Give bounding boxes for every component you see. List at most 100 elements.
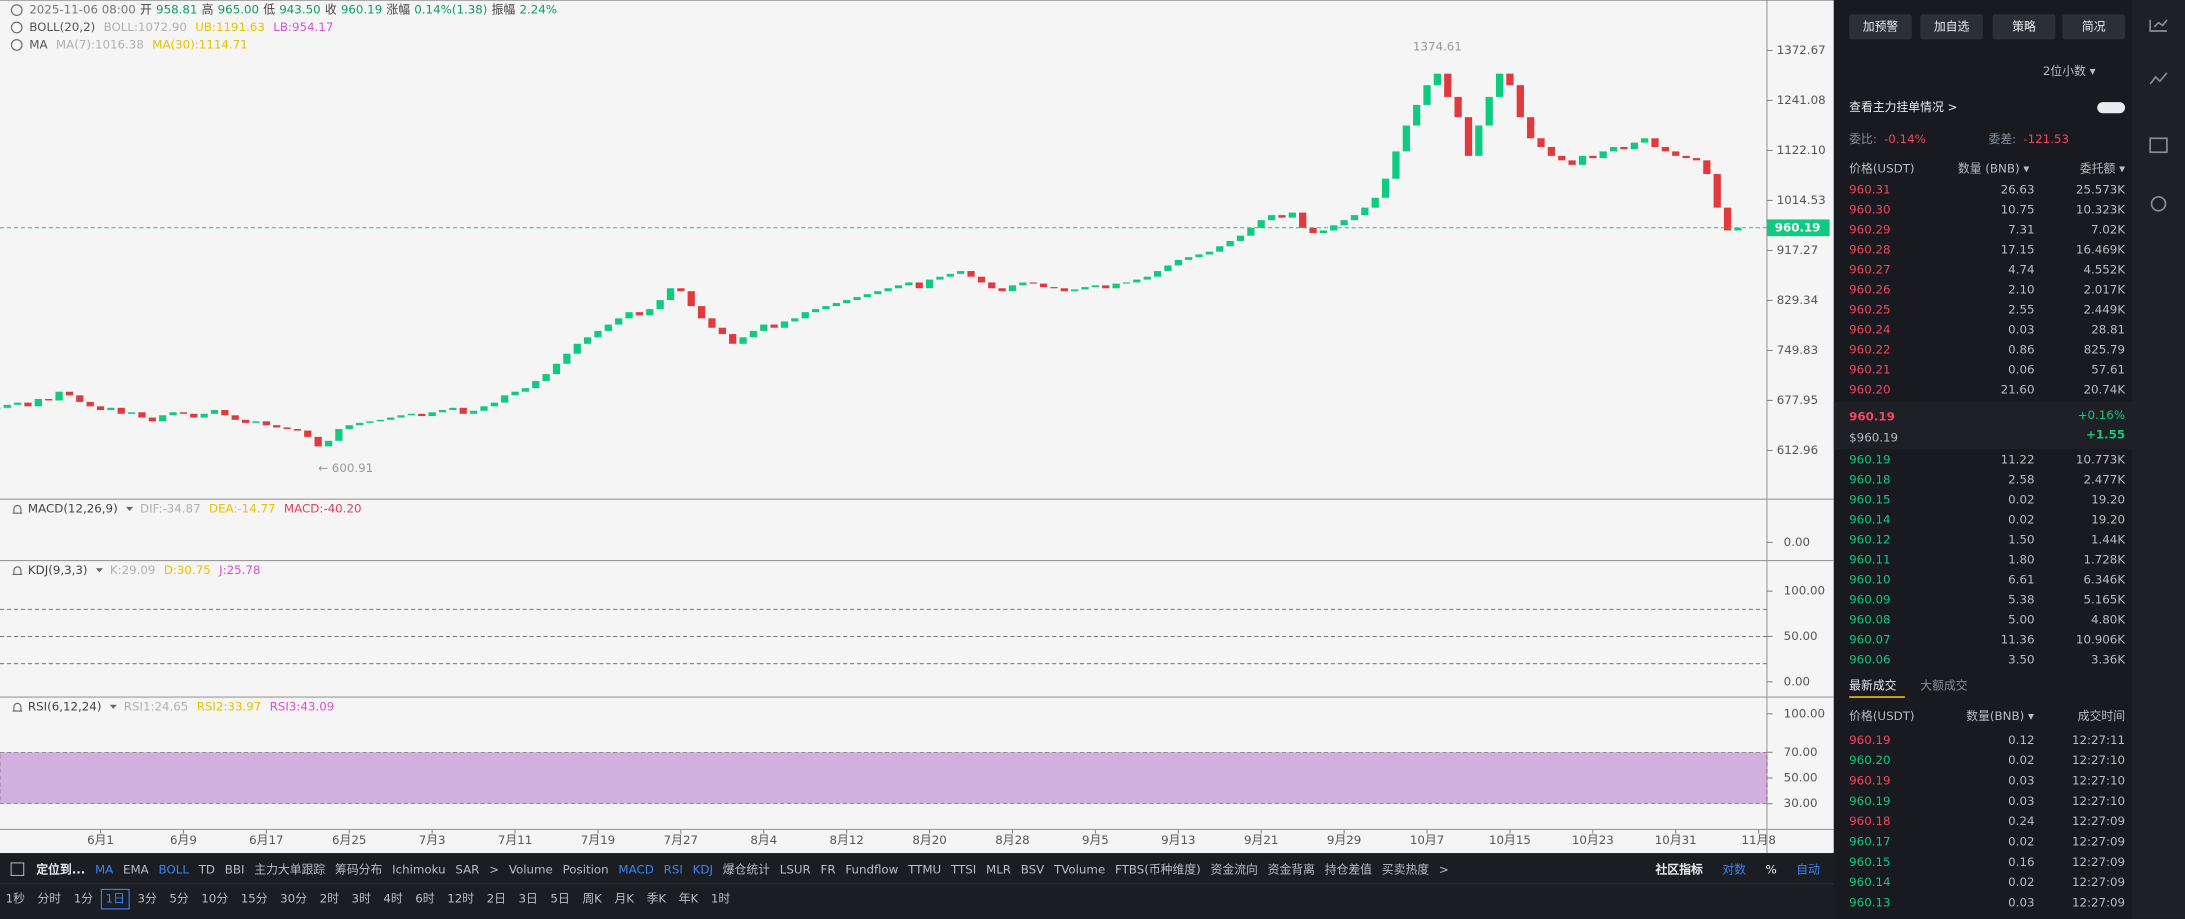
toolbar-item[interactable]: BBI [225,862,245,876]
total: 2.449K [2083,302,2125,316]
y-tick-label: 100.00 [1784,584,1825,598]
timeframe[interactable]: 年K [679,892,699,906]
timeframe[interactable]: 30分 [280,892,307,906]
panel-menu[interactable] [126,506,134,512]
timeframe[interactable]: 月K [614,892,634,906]
toolbar-item[interactable]: MACD [618,862,653,876]
timeframe[interactable]: 4时 [383,892,403,906]
panel-menu[interactable] [109,704,117,709]
toolbar-item[interactable]: 对数 [1722,862,1746,876]
toolbar-item[interactable]: > [1439,862,1449,876]
button[interactable] [1849,14,1912,40]
timeframe[interactable]: 周K [582,892,602,906]
orderbook-bg [1833,0,2133,919]
timeframe[interactable]: 分时 [37,892,61,906]
toolbar-item[interactable]: EMA [123,862,149,876]
timeframe[interactable]: 季K [647,892,667,906]
timeframe[interactable]: 3日 [519,892,538,906]
panel-menu[interactable] [95,568,103,573]
timeframe[interactable]: 10分 [201,892,228,906]
timeframe[interactable]: 5分 [169,892,189,906]
timeframe[interactable]: 2日 [487,892,506,906]
toolbar-item[interactable]: MLR [986,862,1011,876]
toolbar-item[interactable]: TTMU [907,862,941,876]
ratio-label: 委比: [1849,132,1877,146]
toolbar-item[interactable]: LSUR [780,862,811,876]
timeframe[interactable]: 12时 [447,892,474,906]
toolbar-item[interactable]: TD [198,862,215,876]
tab[interactable]: 大额成交 [1920,678,1967,692]
candle [1672,151,1680,156]
button-label[interactable]: 简况 [2082,19,2106,33]
candle [1475,125,1483,156]
candle [822,306,830,310]
last-price-label: 960.19 [1775,220,1821,234]
candle [1578,155,1587,165]
button[interactable] [1920,14,1983,40]
icon[interactable] [2149,137,2168,154]
toolbar-item[interactable]: SAR [455,862,479,876]
icon[interactable] [2149,72,2168,85]
tab[interactable]: 最新成交 [1849,678,1896,692]
toolbar-item[interactable]: Ichimoku [392,862,446,876]
toolbar-item[interactable]: % [1765,862,1776,876]
toolbar-item[interactable]: TVolume [1053,862,1105,876]
icon[interactable] [2149,19,2168,32]
timeframe[interactable]: 3分 [137,892,157,906]
icon[interactable] [2150,195,2167,212]
timeframe[interactable]: 6时 [415,892,435,906]
toolbar-item[interactable]: 自动 [1796,862,1820,876]
y-tick-label: 30.00 [1784,796,1818,810]
toolbar-item[interactable]: 定位到... [36,862,85,876]
toolbar-item[interactable]: 买卖热度 [1382,862,1429,876]
toolbar-item[interactable]: MA [95,862,113,876]
toolbar-item[interactable]: 社区指标 [1654,862,1702,876]
timeframe-active[interactable] [100,888,130,910]
timeframe[interactable]: 1时 [711,892,731,906]
toggle[interactable] [2097,102,2126,114]
candle [0,407,1,409]
button-label[interactable]: 加预警 [1863,19,1899,33]
candle [625,312,633,319]
toolbar-item[interactable]: 爆仓统计 [723,862,770,876]
candle [811,309,820,313]
timeframe[interactable]: 3时 [351,892,371,906]
toolbar-item[interactable]: Fundflow [845,862,898,876]
toolbar-item[interactable]: 筹码分布 [335,862,382,876]
button-label[interactable]: 策略 [2012,19,2036,33]
timeframe[interactable]: 1秒 [6,892,26,906]
toolbar-item[interactable]: Volume [509,862,553,876]
toolbar-item[interactable]: 持仓差值 [1325,862,1372,876]
toolbar-item[interactable]: BSV [1021,862,1045,876]
toolbar-item[interactable]: BOLL [159,862,190,876]
extreme-label: 1374.61 [1413,39,1462,53]
button[interactable] [1992,14,2056,40]
toolbar-item[interactable]: KDJ [693,862,713,876]
trade-quantity: 0.02 [2008,753,2034,767]
toolbar-item[interactable]: 主力大单跟踪 [254,862,325,876]
trade-quantity: 0.24 [2008,814,2034,828]
timeframe[interactable]: 2时 [320,892,340,906]
toolbar-item[interactable]: > [489,862,499,876]
toolbar-item[interactable]: 资金流向 [1211,862,1258,876]
last-price-tag [1766,219,1830,237]
button[interactable] [2062,14,2126,40]
indicator-label: MA(7):1016.38 [56,37,144,51]
toolbar-item[interactable]: 资金背离 [1268,862,1315,876]
toolbar-item[interactable]: FTBS(币种维度) [1115,862,1201,876]
toolbar-item[interactable]: RSI [664,862,683,876]
toolbar-item[interactable]: FR [821,862,836,876]
button-label[interactable]: 加自选 [1934,19,1970,33]
depth-link[interactable]: 查看主力挂单情况 > [1849,100,1957,114]
timeframe[interactable]: 1分 [74,892,94,906]
toolbar-item[interactable]: TTSI [950,862,976,876]
timeframe[interactable]: 5日 [550,892,569,906]
toolbar-item[interactable]: Position [563,862,609,876]
candle [490,402,498,407]
price: 960.21 [1849,362,1890,376]
timeframe[interactable]: 1日 [106,892,125,906]
precision-select[interactable]: 2位小数 ▾ [2043,64,2096,78]
candle [946,273,954,277]
timeframe[interactable]: 15分 [241,892,268,906]
candle [666,288,675,301]
